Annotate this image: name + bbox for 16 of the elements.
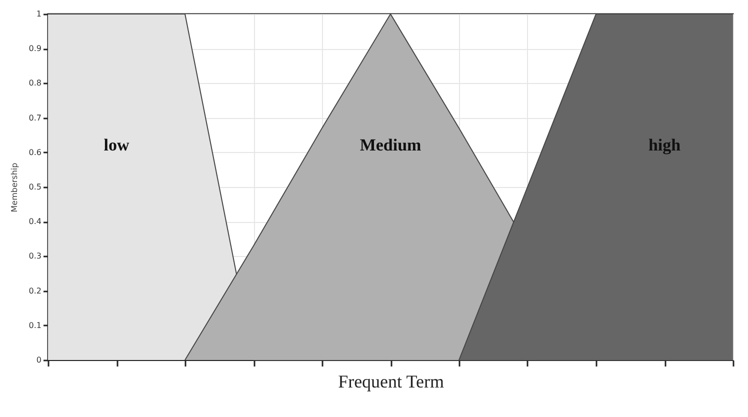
y-tick-label: 0.4 [28,217,42,226]
y-tick-label: 0 [36,356,42,364]
y-tick-label: 1 [36,10,42,18]
y-axis-title: Membership [10,162,19,212]
y-tick-label: 0.3 [28,252,42,261]
x-axis-title: Frequent Term [338,371,444,392]
y-tick-label: 0.8 [28,78,42,88]
y-tick-label: 0.7 [28,113,42,122]
series-label: low [104,135,130,154]
y-tick-label: 0.1 [28,320,42,330]
y-tick-label: 0.9 [28,44,42,54]
series-label: high [648,135,682,154]
y-tick-label: 0.6 [28,148,42,157]
series-label: Medium [360,135,422,154]
y-tick-label: 0.2 [28,286,42,296]
y-tick-label: 0.5 [28,182,42,192]
